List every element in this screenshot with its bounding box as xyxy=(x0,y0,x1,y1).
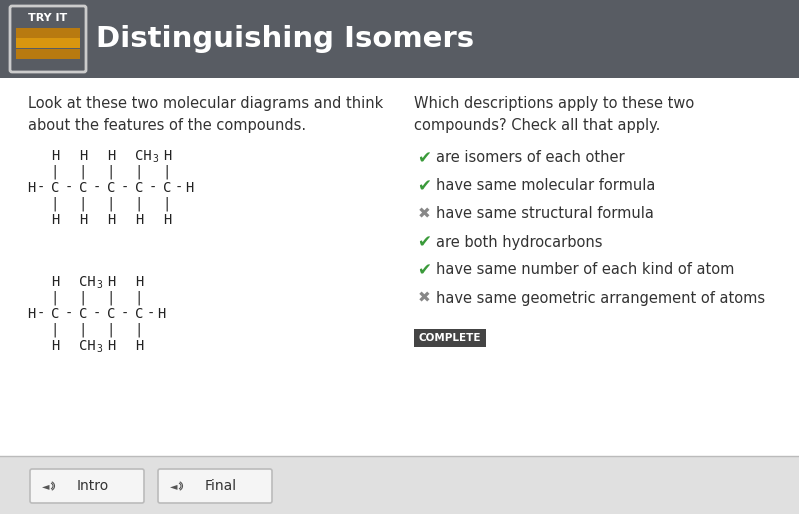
Text: C: C xyxy=(51,307,59,321)
Text: C: C xyxy=(79,307,87,321)
Text: |: | xyxy=(51,291,59,305)
Text: COMPLETE: COMPLETE xyxy=(419,333,481,343)
Text: are both hydrocarbons: are both hydrocarbons xyxy=(436,234,602,249)
Text: CH: CH xyxy=(79,275,96,289)
Text: 3: 3 xyxy=(96,344,102,354)
Text: ✔: ✔ xyxy=(417,233,431,251)
Text: |: | xyxy=(107,291,115,305)
Bar xyxy=(414,329,486,347)
Text: -: - xyxy=(37,307,46,321)
Text: ✔: ✔ xyxy=(417,149,431,167)
Text: have same structural formula: have same structural formula xyxy=(436,207,654,222)
Bar xyxy=(16,38,80,48)
Bar xyxy=(0,0,799,78)
Text: H: H xyxy=(51,339,59,353)
Text: -: - xyxy=(93,181,101,195)
Text: |: | xyxy=(163,165,171,179)
Text: H: H xyxy=(107,149,115,163)
Text: |: | xyxy=(107,197,115,211)
Text: have same number of each kind of atom: have same number of each kind of atom xyxy=(436,263,734,278)
Text: |: | xyxy=(79,197,87,211)
Text: C: C xyxy=(163,181,171,195)
Text: H: H xyxy=(135,275,143,289)
FancyBboxPatch shape xyxy=(30,469,144,503)
Text: -: - xyxy=(121,181,129,195)
Text: have same geometric arrangement of atoms: have same geometric arrangement of atoms xyxy=(436,290,765,305)
Text: -: - xyxy=(37,181,46,195)
Text: -: - xyxy=(175,181,184,195)
Text: ✖: ✖ xyxy=(418,207,431,222)
Text: |: | xyxy=(107,323,115,337)
Text: C: C xyxy=(135,181,143,195)
Text: Final: Final xyxy=(205,479,237,493)
Text: ◄: ◄ xyxy=(170,481,177,491)
Text: |: | xyxy=(135,165,143,179)
Text: -: - xyxy=(65,181,74,195)
Text: ✔: ✔ xyxy=(417,177,431,195)
Text: CH: CH xyxy=(135,149,152,163)
Text: H: H xyxy=(107,339,115,353)
Text: C: C xyxy=(107,181,115,195)
Text: 3: 3 xyxy=(152,154,158,164)
Text: -: - xyxy=(65,307,74,321)
Text: C: C xyxy=(79,181,87,195)
Text: |: | xyxy=(163,197,171,211)
Text: |: | xyxy=(51,323,59,337)
Text: |: | xyxy=(135,291,143,305)
Text: Distinguishing Isomers: Distinguishing Isomers xyxy=(96,25,474,53)
Text: H: H xyxy=(185,181,193,195)
Bar xyxy=(16,49,80,59)
Text: -: - xyxy=(149,181,157,195)
Text: H: H xyxy=(135,213,143,227)
Text: H: H xyxy=(163,149,171,163)
Text: Which descriptions apply to these two
compounds? Check all that apply.: Which descriptions apply to these two co… xyxy=(414,96,694,133)
Text: H: H xyxy=(51,149,59,163)
Text: TRY IT: TRY IT xyxy=(29,13,68,23)
Text: H: H xyxy=(79,213,87,227)
Text: H: H xyxy=(79,149,87,163)
Text: Intro: Intro xyxy=(77,479,109,493)
Text: Look at these two molecular diagrams and think
about the features of the compoun: Look at these two molecular diagrams and… xyxy=(28,96,384,133)
Text: H: H xyxy=(27,181,35,195)
Text: C: C xyxy=(51,181,59,195)
Text: |: | xyxy=(79,323,87,337)
Text: H: H xyxy=(51,275,59,289)
Text: ✔: ✔ xyxy=(417,261,431,279)
Text: H: H xyxy=(27,307,35,321)
Text: |: | xyxy=(135,197,143,211)
Text: H: H xyxy=(163,213,171,227)
Text: ◄: ◄ xyxy=(42,481,50,491)
Text: ✖: ✖ xyxy=(418,290,431,305)
Text: -: - xyxy=(93,307,101,321)
FancyBboxPatch shape xyxy=(158,469,272,503)
Text: H: H xyxy=(51,213,59,227)
Text: H: H xyxy=(157,307,165,321)
Text: |: | xyxy=(51,165,59,179)
Text: are isomers of each other: are isomers of each other xyxy=(436,151,625,166)
Text: H: H xyxy=(135,339,143,353)
Text: C: C xyxy=(135,307,143,321)
FancyBboxPatch shape xyxy=(10,6,86,72)
Text: |: | xyxy=(79,165,87,179)
Text: |: | xyxy=(135,323,143,337)
Text: -: - xyxy=(147,307,155,321)
Bar xyxy=(0,456,799,514)
Text: H: H xyxy=(107,213,115,227)
Text: 3: 3 xyxy=(96,280,102,290)
Text: H: H xyxy=(107,275,115,289)
Text: have same molecular formula: have same molecular formula xyxy=(436,178,655,193)
Text: |: | xyxy=(79,291,87,305)
Text: -: - xyxy=(121,307,129,321)
Text: C: C xyxy=(107,307,115,321)
Text: |: | xyxy=(51,197,59,211)
Text: |: | xyxy=(107,165,115,179)
Text: CH: CH xyxy=(79,339,96,353)
Bar xyxy=(16,28,80,38)
